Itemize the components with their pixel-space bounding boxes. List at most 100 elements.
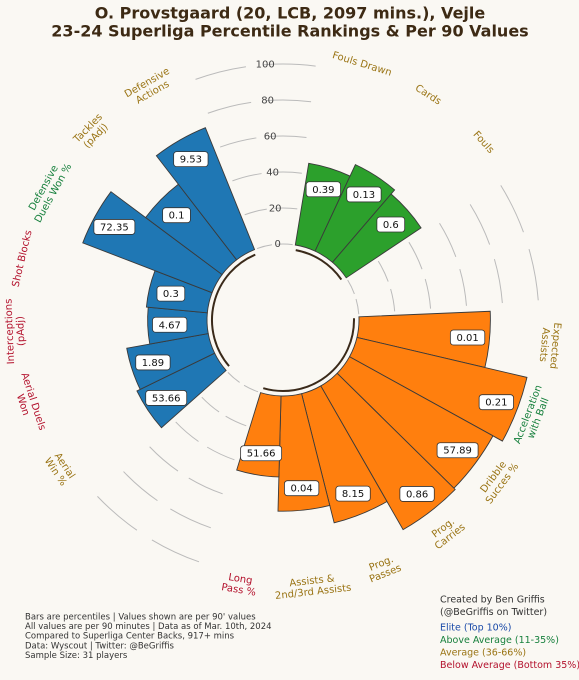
radial-tick-label: 0 — [275, 239, 281, 250]
grid-arc — [269, 135, 307, 138]
credit: Created by Ben Griffis — [440, 595, 545, 606]
value-label: 0.04 — [291, 484, 313, 495]
value-label: 0.1 — [169, 211, 185, 222]
group-arc — [211, 253, 256, 367]
value-label: 72.35 — [100, 222, 129, 233]
note: Data: Wyscout | Twitter: @BeGriffis — [25, 641, 175, 651]
value-label: 0.39 — [312, 185, 334, 196]
bar — [348, 336, 528, 442]
value-box — [478, 394, 514, 411]
grid-arc — [377, 260, 389, 282]
grid-arc — [170, 508, 211, 529]
value-box — [162, 207, 191, 224]
grid-arc — [439, 223, 457, 258]
value-label: 53.66 — [152, 393, 181, 404]
grid-arc — [151, 539, 200, 563]
grid-arc — [390, 288, 396, 312]
category-label-line: Assists & — [289, 573, 335, 589]
category-label-line: Assists — [537, 327, 551, 362]
grid-arc — [201, 396, 220, 413]
radial-tick-label: 100 — [256, 60, 275, 71]
value-label: 4.67 — [159, 320, 181, 331]
grid-arc — [424, 278, 432, 309]
grid-arc — [528, 249, 539, 301]
value-label: 0.01 — [456, 333, 478, 344]
grid-arc — [244, 208, 267, 216]
value-label: 1.89 — [142, 358, 164, 369]
category-label-line: Interceptions — [3, 298, 17, 364]
grid-arc — [408, 241, 423, 270]
grid-arc — [149, 446, 179, 472]
category-label-line: Expected — [547, 322, 562, 369]
group-arc — [295, 249, 343, 281]
grid-arc — [274, 207, 298, 210]
grid-arc — [263, 63, 316, 67]
category-label: Interceptions(pAdj) — [3, 298, 28, 364]
legend-entry: Elite (Top 10%) — [440, 623, 511, 634]
note: Compared to Superliga Center Backs, 917+… — [25, 632, 235, 642]
note: Bars are percentiles | Values shown are … — [25, 613, 256, 623]
value-box — [240, 445, 283, 462]
value-box — [93, 219, 136, 235]
grid-arc — [175, 421, 199, 442]
category-label-line: Long — [228, 572, 254, 587]
bar — [331, 193, 422, 279]
grid-arc — [459, 268, 467, 306]
value-box — [399, 486, 435, 502]
bar — [126, 332, 216, 390]
category-label: ExpectedAssists — [536, 321, 562, 370]
radial-tick-label: 80 — [261, 96, 274, 107]
note: Sample Size: 31 players — [25, 651, 128, 661]
value-box — [305, 181, 341, 198]
grid-arc — [347, 279, 355, 295]
group-arc — [262, 318, 355, 392]
grid-arc — [195, 66, 247, 80]
legend-entry: Below Average (Bottom 35%) — [440, 660, 579, 671]
grid-arc — [97, 496, 138, 531]
grid-arc — [188, 477, 223, 495]
grid-arc — [219, 137, 257, 148]
grid-arc — [123, 471, 158, 502]
radial-tick-label: 60 — [264, 131, 277, 142]
chart-subtitle: 23-24 Superliga Percentile Rankings & Pe… — [51, 22, 528, 41]
value-label: 51.66 — [247, 449, 276, 460]
grid-arc — [256, 244, 273, 250]
value-box — [152, 316, 188, 333]
value-box — [335, 485, 371, 502]
legend-entry: Above Average (11-35%) — [440, 635, 559, 646]
radial-tick-label: 20 — [269, 203, 282, 214]
grid-arc — [232, 173, 262, 182]
value-label: 8.15 — [342, 489, 364, 500]
note: All values are per 90 minutes | Data as … — [25, 622, 272, 632]
grid-arc — [243, 384, 259, 393]
value-label: 0.86 — [406, 489, 428, 500]
value-box — [449, 329, 486, 346]
grid-arc — [206, 446, 235, 461]
value-box — [284, 480, 320, 497]
grid-arc — [277, 243, 293, 246]
value-label: 9.53 — [180, 155, 202, 166]
legend-entry: Average (36-66%) — [440, 648, 526, 659]
grid-arc — [225, 415, 247, 427]
value-label: 0.13 — [353, 190, 375, 201]
radial-tick-label: 40 — [266, 167, 279, 178]
value-box — [376, 216, 406, 233]
chart-title: O. Provstgaard (20, LCB, 2097 mins.), Ve… — [95, 4, 486, 23]
category-label-line: (pAdj) — [15, 316, 27, 346]
value-label: 0.21 — [485, 398, 507, 409]
grid-arc — [271, 171, 302, 174]
grid-arc — [493, 258, 503, 304]
grid-arc — [469, 204, 491, 245]
grid-arc — [227, 372, 240, 383]
bar — [82, 191, 223, 294]
value-box — [156, 285, 186, 302]
value-box — [346, 186, 382, 203]
value-label: 0.6 — [383, 220, 399, 231]
value-box — [145, 390, 188, 406]
grid-arc — [266, 99, 312, 103]
value-box — [135, 354, 171, 371]
value-box — [436, 442, 479, 459]
grid-arc — [500, 185, 524, 233]
